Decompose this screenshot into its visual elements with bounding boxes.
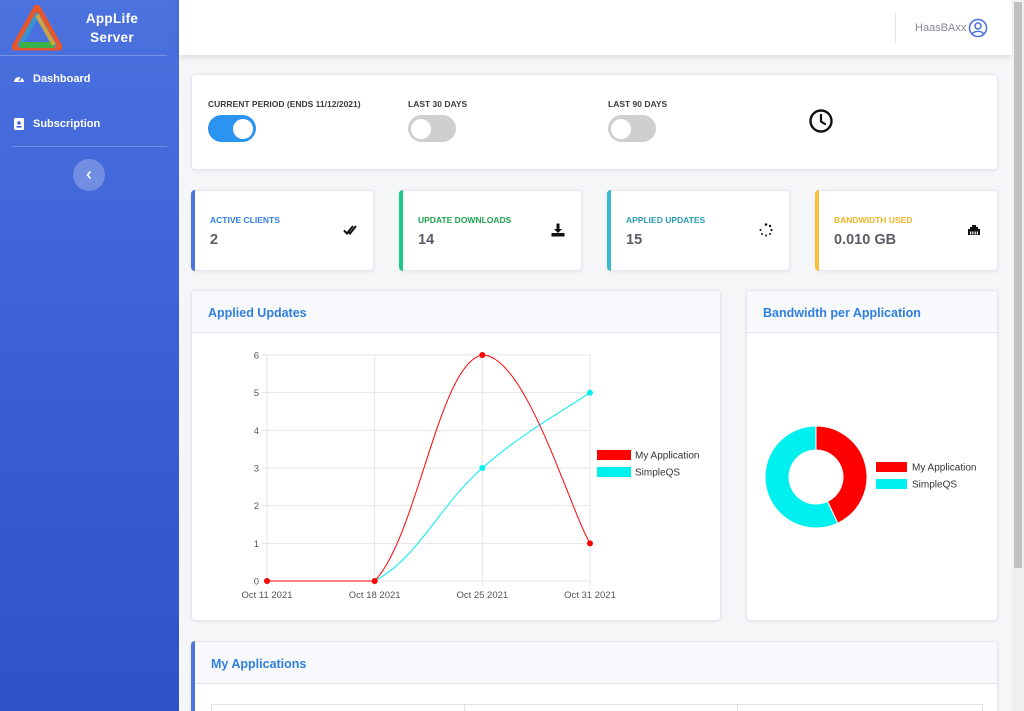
y-tick-label: 6 (254, 351, 259, 362)
y-tick-label: 5 (254, 388, 259, 399)
ethernet-icon (968, 225, 980, 235)
clock-icon (809, 109, 833, 133)
legend-swatch (876, 479, 907, 489)
tachometer-icon (13, 73, 25, 85)
stat-value: 15 (626, 232, 643, 248)
x-tick-label: Oct 25 2021 (456, 590, 508, 601)
applications-table (211, 704, 983, 711)
sidebar-item-subscription[interactable]: Subscription (0, 101, 179, 146)
legend-label: My Application (912, 463, 976, 474)
toggle-last-30-days: LAST 30 DAYS (408, 99, 467, 142)
page-scrollbar[interactable] (1012, 0, 1024, 711)
chevron-left-icon (86, 170, 92, 180)
toggle-label: LAST 90 DAYS (608, 99, 668, 109)
user-circle-icon[interactable] (968, 18, 988, 38)
app-name-line2: Server (90, 29, 134, 45)
card-title: Applied Updates (192, 291, 720, 333)
stat-value: 2 (210, 232, 219, 248)
data-point (479, 465, 486, 471)
toggle-label: LAST 30 DAYS (408, 99, 468, 109)
table-column (464, 705, 465, 711)
topbar: HaasBAxx (179, 0, 1012, 55)
stat-label: BANDWIDTH USED (834, 215, 913, 225)
last-90-days-toggle[interactable] (608, 115, 656, 142)
sidebar-item-dashboard[interactable]: Dashboard (0, 56, 179, 101)
stat-applied-updates: APPLIED UPDATES 15 (607, 190, 790, 271)
bandwidth-card: Bandwidth per Application My Application… (746, 290, 998, 621)
app-name: AppLife Server (72, 9, 152, 47)
last-30-days-toggle[interactable] (408, 115, 456, 142)
sidebar-item-label: Subscription (33, 117, 101, 130)
bandwidth-chart: My Application SimpleQS (764, 425, 976, 529)
table-column (211, 705, 212, 711)
y-tick-label: 3 (254, 464, 259, 475)
toggle-label: CURRENT PERIOD (ENDS 11/12/2021) (208, 99, 361, 109)
y-tick-label: 0 (254, 577, 259, 588)
y-tick-label: 4 (254, 426, 259, 437)
data-point (587, 389, 593, 396)
series-line (267, 354, 591, 582)
card-accent-bar (191, 641, 195, 711)
stat-value: 14 (418, 232, 435, 248)
download-icon (551, 223, 565, 237)
brand[interactable]: AppLife Server (0, 0, 167, 56)
my-applications-card: My Applications (191, 641, 998, 711)
spinner-icon (759, 223, 773, 237)
card-title: My Applications (192, 642, 997, 684)
toggle-knob (233, 118, 253, 139)
stat-accent-bar (607, 190, 611, 271)
stat-update-downloads: UPDATE DOWNLOADS 14 (399, 190, 582, 271)
data-point (587, 540, 593, 547)
stat-bandwidth-used: BANDWIDTH USED 0.010 GB (815, 190, 998, 271)
sidebar-divider (12, 146, 167, 147)
data-point (371, 578, 378, 584)
double-check-icon (343, 225, 357, 236)
x-tick-label: Oct 18 2021 (349, 590, 401, 601)
data-point (479, 352, 486, 358)
pie-slice (764, 425, 839, 529)
legend-swatch (876, 462, 907, 472)
period-selector-card: CURRENT PERIOD (ENDS 11/12/2021) LAST 30… (191, 74, 998, 170)
data-point (264, 578, 270, 584)
sidebar: AppLife Server Dashboard Subscription (0, 0, 179, 711)
series-line (267, 392, 591, 582)
legend-swatch (597, 467, 631, 477)
toggle-current-period: CURRENT PERIOD (ENDS 11/12/2021) (208, 99, 361, 142)
legend-swatch (597, 450, 631, 460)
x-tick-label: Oct 11 2021 (241, 590, 292, 601)
id-card-icon (13, 117, 25, 130)
stat-accent-bar (399, 190, 403, 271)
applied-updates-card: Applied Updates 0 1 2 3 4 5 6 Oct 11 2021 Oct 18… (191, 290, 721, 621)
x-tick-label: Oct 31 2021 (564, 590, 616, 601)
current-period-toggle[interactable] (208, 115, 256, 142)
username[interactable]: HaasBAxx (915, 22, 967, 34)
sidebar-item-label: Dashboard (33, 72, 91, 85)
legend-label: My Application (635, 451, 699, 462)
legend-label: SimpleQS (912, 480, 957, 491)
app-logo (12, 4, 62, 50)
toggle-knob (611, 118, 631, 139)
stat-label: APPLIED UPDATES (626, 215, 706, 225)
table-column (737, 705, 738, 711)
sidebar-collapse-button[interactable] (73, 159, 105, 191)
applied-updates-chart: 0 1 2 3 4 5 6 Oct 11 2021 Oct 18 2021 Oct 25 2021… (241, 351, 699, 602)
toggle-knob (411, 118, 431, 139)
topbar-divider (895, 12, 896, 44)
card-title: Bandwidth per Application (747, 291, 997, 333)
legend-label: SimpleQS (635, 468, 680, 479)
stat-label: ACTIVE CLIENTS (210, 215, 280, 225)
pie-slice (815, 425, 868, 524)
y-tick-label: 1 (254, 539, 259, 550)
app-name-line1: AppLife (85, 10, 139, 26)
toggle-last-90-days: LAST 90 DAYS (608, 99, 667, 142)
y-tick-label: 2 (254, 501, 259, 512)
table-column (982, 705, 983, 711)
stat-value: 0.010 GB (834, 232, 897, 248)
stat-accent-bar (815, 190, 819, 271)
stat-active-clients: ACTIVE CLIENTS 2 (191, 190, 374, 271)
scrollbar-thumb[interactable] (1014, 2, 1022, 568)
stat-label: UPDATE DOWNLOADS (418, 215, 512, 225)
stat-accent-bar (191, 190, 195, 271)
